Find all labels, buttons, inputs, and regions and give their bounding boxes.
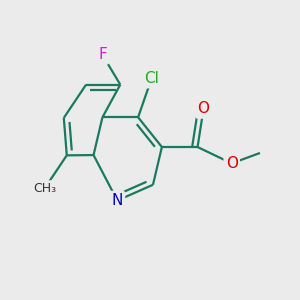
Text: N: N bbox=[112, 193, 123, 208]
Text: CH₃: CH₃ bbox=[33, 182, 56, 195]
Text: F: F bbox=[98, 47, 107, 62]
Text: O: O bbox=[226, 156, 238, 171]
Text: Cl: Cl bbox=[144, 71, 159, 86]
Text: O: O bbox=[197, 101, 209, 116]
